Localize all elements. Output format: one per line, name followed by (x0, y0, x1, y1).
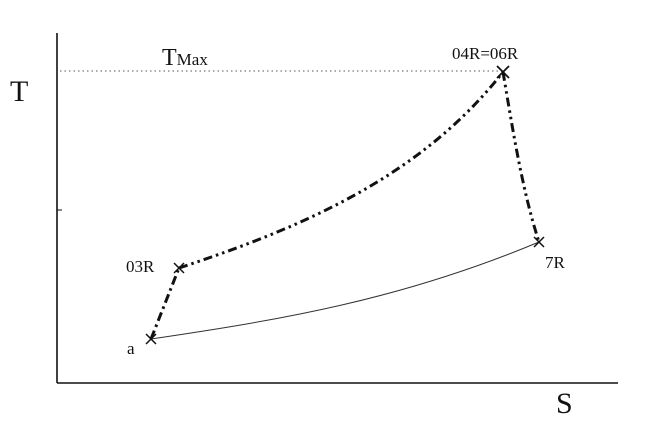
point-7r-marker (533, 236, 545, 248)
x-axis-label: S (556, 387, 573, 420)
point-04r-marker (496, 65, 510, 79)
point-a-marker (145, 333, 157, 345)
process-a-to-03r (149, 267, 181, 340)
point-03r-label: 03R (126, 257, 155, 276)
tmax-label-sub: Max (177, 50, 209, 69)
process-03r-to-04r (178, 71, 505, 270)
point-7r-label: 7R (545, 253, 566, 272)
point-03r-marker (173, 262, 185, 274)
process-7r-to-a (150, 241, 540, 340)
point-a-label: a (127, 339, 135, 358)
y-axis-label: T (10, 75, 28, 108)
process-04r-to-7r (501, 71, 541, 243)
tmax-label-main: T (162, 45, 177, 71)
tmax-label: TMax (162, 45, 208, 71)
point-04r-label: 04R=06R (452, 44, 519, 63)
